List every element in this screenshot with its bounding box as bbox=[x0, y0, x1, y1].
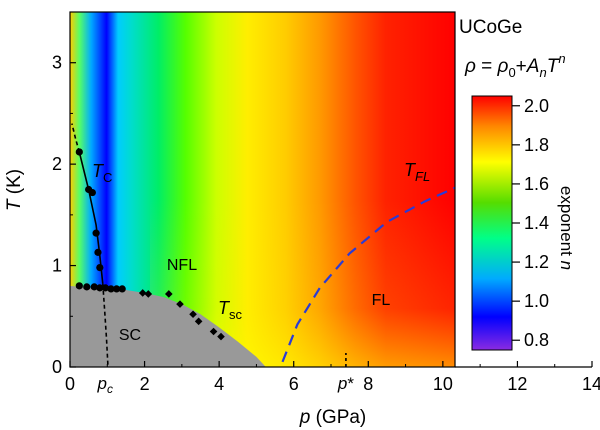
region-label-fl: FL bbox=[372, 292, 391, 309]
sc-dome-region bbox=[70, 285, 266, 367]
tc-point bbox=[75, 148, 83, 156]
tsc-point bbox=[90, 283, 98, 291]
tsc-point bbox=[194, 317, 203, 326]
tfl-crossover-line bbox=[281, 186, 455, 363]
tsc-point bbox=[96, 284, 104, 292]
x-tick-label: 8 bbox=[363, 374, 373, 394]
tsc-point bbox=[138, 289, 147, 297]
region-label-nfl: NFL bbox=[167, 257, 197, 274]
tsc-point bbox=[113, 285, 121, 293]
data-points bbox=[75, 148, 225, 341]
y-axis: 0 1 2 3 bbox=[52, 53, 76, 377]
x-tick-label: 0 bbox=[65, 374, 75, 394]
x-tick-label: 12 bbox=[507, 374, 527, 394]
region-label-sc: SC bbox=[119, 327, 141, 344]
x-axis: 0 2 4 6 8 10 12 14 bbox=[65, 361, 600, 394]
tsc-point bbox=[217, 332, 225, 341]
tsc-point bbox=[176, 300, 184, 308]
marker-label-pstar: p* bbox=[337, 374, 354, 393]
curve-label-tfl: TFL bbox=[404, 160, 430, 184]
tsc-point bbox=[189, 310, 197, 319]
x-tick-label: 2 bbox=[140, 374, 150, 394]
tsc-point bbox=[107, 285, 115, 293]
x-tick-label: 14 bbox=[582, 374, 600, 394]
colorbar-tick-label: 1.0 bbox=[524, 291, 549, 311]
colorbar-ticks: 0.8 1.0 1.2 1.4 1.6 1.8 2.0 bbox=[512, 96, 549, 350]
y-axis-title: T (K) bbox=[4, 169, 25, 211]
colorbar-tick-label: 1.2 bbox=[524, 252, 549, 272]
colorbar-tick-label: 2.0 bbox=[524, 96, 549, 116]
curve-label-tsc: Tsc bbox=[218, 298, 243, 322]
colorbar: 0.8 1.0 1.2 1.4 1.6 1.8 2.0 exponent n bbox=[471, 95, 576, 351]
x-tick-label: 4 bbox=[214, 374, 224, 394]
tsc-point bbox=[144, 290, 153, 298]
x-tick-label: 6 bbox=[289, 374, 299, 394]
colorbar-tick-label: 1.4 bbox=[524, 213, 549, 233]
tc-point bbox=[92, 229, 100, 237]
tsc-point bbox=[209, 327, 218, 336]
colorbar-gradient bbox=[471, 95, 513, 351]
chart-title: UCoGe bbox=[459, 17, 522, 38]
tc-point bbox=[96, 264, 104, 272]
tsc-point bbox=[118, 285, 126, 293]
formula: ρ = ρ0+AnTn bbox=[464, 51, 566, 80]
y-tick-label: 3 bbox=[52, 53, 62, 73]
colorbar-tick-label: 1.6 bbox=[524, 174, 549, 194]
tc-point bbox=[94, 248, 102, 256]
tsc-point bbox=[75, 282, 83, 290]
tsc-point bbox=[83, 283, 91, 291]
tsc-point bbox=[101, 284, 110, 292]
tc-point bbox=[88, 188, 96, 197]
y-tick-label: 1 bbox=[52, 256, 62, 276]
tsc-point bbox=[165, 290, 173, 298]
tc-extension-high bbox=[71, 123, 81, 153]
x-axis-title: p (GPa) bbox=[299, 407, 367, 428]
marker-label-pc: pc bbox=[97, 374, 113, 396]
y-tick-label: 2 bbox=[52, 154, 62, 174]
plot-frame bbox=[69, 11, 456, 368]
heatmap-field bbox=[70, 12, 455, 367]
y-tick-label: 0 bbox=[52, 357, 62, 377]
colorbar-label: exponent n bbox=[557, 186, 576, 270]
x-tick-label: 10 bbox=[433, 374, 453, 394]
curve-label-tc: TC bbox=[92, 161, 112, 185]
colorbar-tick-label: 0.8 bbox=[524, 330, 549, 350]
colorbar-tick-label: 1.8 bbox=[524, 135, 549, 155]
